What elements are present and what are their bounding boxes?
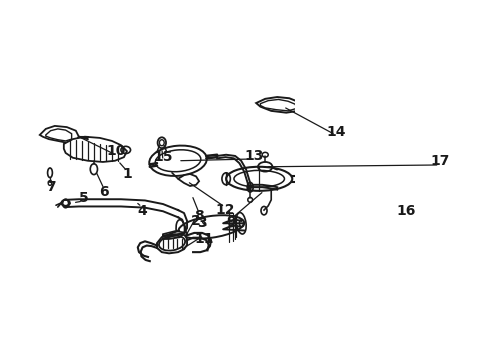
Text: 3: 3 xyxy=(197,216,207,230)
Polygon shape xyxy=(256,97,301,113)
Polygon shape xyxy=(163,231,187,237)
Polygon shape xyxy=(40,126,79,143)
Polygon shape xyxy=(178,174,199,186)
Text: 6: 6 xyxy=(99,185,109,199)
Text: 13: 13 xyxy=(245,149,264,163)
Polygon shape xyxy=(46,129,72,141)
Text: 10: 10 xyxy=(106,144,126,158)
Text: 1: 1 xyxy=(122,167,132,181)
Text: 11: 11 xyxy=(194,232,214,246)
Text: 9: 9 xyxy=(226,215,236,229)
Text: 4: 4 xyxy=(137,204,147,218)
Text: 12: 12 xyxy=(215,203,235,217)
Text: 17: 17 xyxy=(431,154,450,168)
Text: 15: 15 xyxy=(154,150,173,164)
Text: 14: 14 xyxy=(326,125,346,139)
Text: 5: 5 xyxy=(79,191,89,205)
Text: 8: 8 xyxy=(194,209,204,223)
Text: 7: 7 xyxy=(46,180,55,194)
Polygon shape xyxy=(157,233,187,253)
Text: 16: 16 xyxy=(396,204,416,218)
Text: 2: 2 xyxy=(191,214,201,228)
Polygon shape xyxy=(64,137,127,162)
Polygon shape xyxy=(260,99,296,111)
